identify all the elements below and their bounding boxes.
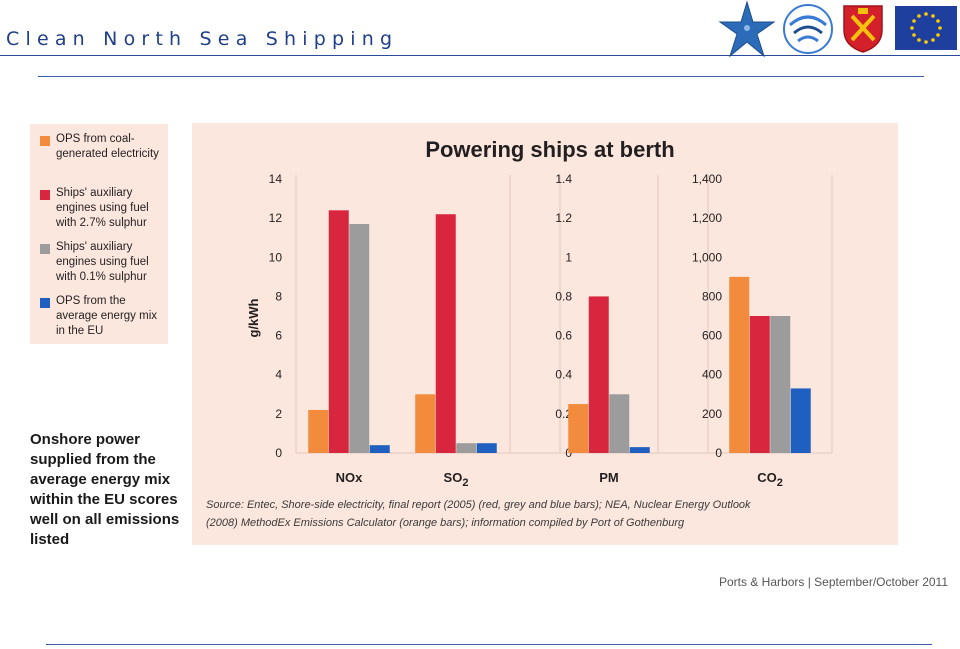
coat-of-arms-icon — [843, 5, 883, 53]
bar — [328, 210, 349, 453]
legend-label: Ships' auxiliary engines using fuel with… — [56, 187, 149, 229]
wave-circle-logo-icon — [783, 4, 833, 54]
bar — [349, 224, 370, 453]
y-tick-label: 200 — [702, 407, 722, 421]
bar — [790, 388, 811, 453]
bar — [476, 443, 497, 453]
y-tick-label: 1 — [565, 250, 572, 264]
legend-swatch — [40, 190, 50, 200]
bar — [369, 445, 390, 453]
y-axis-label: g/kWh — [246, 298, 261, 337]
y-tick-label: 2 — [275, 407, 282, 421]
bar — [770, 316, 791, 453]
header-divider — [0, 55, 960, 56]
y-tick-label: 1.4 — [555, 172, 572, 186]
y-tick-label: 8 — [275, 289, 282, 303]
y-tick-label: 0 — [275, 446, 282, 460]
y-tick-label: 0.4 — [555, 368, 572, 382]
bar — [435, 214, 456, 453]
y-tick-label: 14 — [269, 172, 283, 186]
bar — [415, 394, 436, 453]
y-tick-label: 1,400 — [692, 172, 722, 186]
y-tick-label: 4 — [275, 368, 282, 382]
source-note-line: Source: Entec, Shore-side electricity, f… — [206, 499, 751, 511]
y-tick-label: 400 — [702, 368, 722, 382]
footer-divider — [46, 644, 932, 645]
section-divider — [38, 76, 924, 77]
partner-logos — [712, 0, 960, 58]
starfish-logo-icon — [718, 0, 776, 58]
y-tick-label: 12 — [269, 211, 283, 225]
category-subscript: 2 — [777, 477, 783, 489]
y-tick-label: 1.2 — [555, 211, 572, 225]
y-tick-label: 600 — [702, 329, 722, 343]
bar — [609, 394, 630, 453]
bar — [308, 409, 329, 453]
bar — [749, 316, 770, 453]
legend-label: OPS from coal-generated electricity — [56, 133, 159, 160]
chart-panel: Powering ships at berth g/kWh 0 2 4 6 8 10 12 14 0… — [192, 123, 898, 545]
bar — [629, 447, 650, 453]
legend-swatch — [40, 244, 50, 254]
y-tick-label: 0 — [715, 446, 722, 460]
y-tick-label: 1,000 — [692, 250, 722, 264]
bar — [456, 443, 477, 453]
eu-flag-icon — [895, 6, 957, 50]
bar — [568, 404, 589, 453]
bar — [729, 276, 750, 453]
x-category-label: CO2 — [757, 470, 783, 489]
y-tick-label: 10 — [269, 250, 283, 264]
publication-credit: Ports & Harbors | September/October 2011 — [719, 575, 949, 589]
x-category-label: NOx — [336, 470, 364, 485]
chart-legend: OPS from coal-generated electricity Ship… — [30, 124, 168, 344]
header-title: Clean North Sea Shipping — [6, 28, 399, 50]
chart-title: Powering ships at berth — [425, 137, 674, 162]
category-subscript: 2 — [462, 477, 468, 489]
y-tick-label: 6 — [275, 329, 282, 343]
legend-swatch — [40, 136, 50, 146]
emissions-chart: Powering ships at berthg/kWh024681012140… — [206, 137, 833, 529]
legend-label: OPS from the average energy mix in the E… — [56, 295, 157, 337]
x-category-label: SO2 — [444, 470, 469, 489]
callout-text: Onshore power supplied from the average … — [30, 431, 180, 548]
y-tick-label: 0.2 — [555, 407, 572, 421]
y-tick-label: 800 — [702, 289, 722, 303]
x-category-label: PM — [599, 470, 619, 485]
bar — [588, 296, 609, 453]
legend-swatch — [40, 298, 50, 308]
source-note-line: (2008) MethodEx Emissions Calculator (or… — [206, 517, 685, 529]
legend-label: Ships' auxiliary engines using fuel with… — [56, 241, 149, 283]
y-tick-label: 0.6 — [555, 329, 572, 343]
y-tick-label: 0.8 — [555, 289, 572, 303]
y-tick-label: 1,200 — [692, 211, 722, 225]
